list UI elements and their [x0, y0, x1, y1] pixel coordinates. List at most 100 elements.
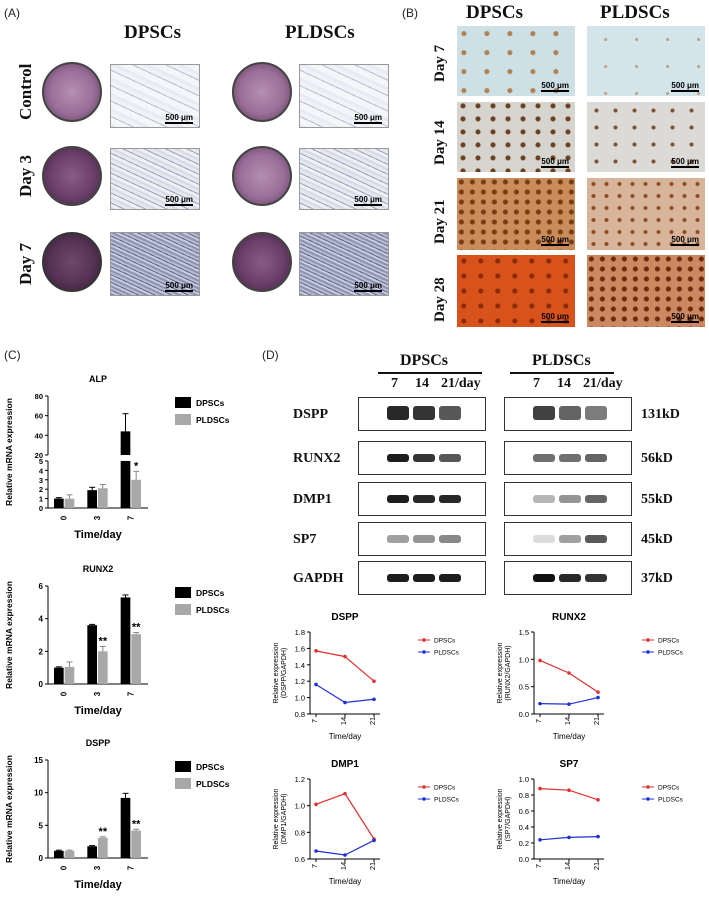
legend-swatch [175, 761, 191, 772]
culture-dish-dpscs-day3 [42, 146, 102, 206]
bar [54, 498, 64, 508]
blot-protein-gapdh: GAPDH [293, 571, 344, 586]
legend-swatch [175, 587, 191, 598]
runx2-bar-chart: RUNX2 Relative mRNA expression Time/day 0 2 4… [4, 564, 230, 717]
blot-band [387, 495, 409, 503]
alizarin-pldscs-day28: 500 μm [587, 255, 705, 327]
blot-size-runx2: 56kD [641, 451, 673, 466]
alizarin-dpscs-day28: 500 μm [457, 255, 575, 327]
legend-marker [646, 638, 650, 642]
legend-swatch [175, 778, 191, 789]
scalebar: 500 μm [354, 195, 382, 206]
lane-label-7: 7 [391, 376, 398, 391]
legend-swatch [175, 414, 191, 425]
blot-band [533, 495, 555, 503]
y-tick-label: 0.8 [295, 828, 305, 837]
blot-group-dpscs: DPSCs [400, 352, 449, 369]
panel-a-row-control: Control [16, 63, 35, 120]
blot-band [559, 454, 581, 462]
blot-band [387, 454, 409, 462]
y-tick-label: 1 [39, 495, 43, 504]
bar [120, 460, 131, 508]
legend-label: DPSCs [658, 638, 680, 645]
blot-protein-dspp: DSPP [293, 407, 328, 422]
legend-marker [646, 650, 650, 654]
blot-strip-runx2-pldscs [504, 441, 632, 475]
data-point [372, 679, 376, 683]
bar [98, 488, 108, 508]
data-point [567, 788, 571, 792]
y-tick-label: 2 [39, 647, 44, 656]
micrograph-pldscs-control: 500 μm [299, 64, 389, 128]
y-tick-label: 1.0 [519, 775, 529, 784]
blot-strip-sp7-pldscs [504, 522, 632, 556]
blot-band [585, 535, 607, 543]
panel-b-row-day28: Day 28 [432, 277, 448, 322]
x-tick-label: 3 [93, 865, 102, 870]
significance-mark: ** [132, 818, 141, 830]
blot-band [413, 535, 435, 543]
bar [64, 850, 75, 858]
blot-band [559, 535, 581, 543]
x-tick-label: 21 [368, 862, 377, 870]
y-tick-label: 3 [39, 476, 43, 485]
chart-title: RUNX2 [83, 564, 114, 574]
bar [64, 666, 75, 684]
sp7-line-chart: SP7 Relative expression(SP7/GAPDH) Time/da… [497, 759, 684, 886]
culture-dish-pldscs-day7 [232, 232, 292, 292]
panel-b-col-dpscs: DPSCs [466, 2, 524, 23]
lane-label-21-day: 21/day [441, 376, 481, 391]
x-axis-label: Time/day [74, 879, 122, 891]
blot-band [533, 454, 555, 462]
x-axis-label: Time/day [329, 732, 362, 741]
y-tick-label: 80 [35, 392, 43, 401]
blot-size-dspp: 131kD [641, 407, 680, 422]
alizarin-pldscs-day7: 500 μm [587, 26, 705, 96]
x-tick-label: 14 [563, 717, 572, 725]
data-point [596, 695, 600, 700]
data-point [372, 697, 376, 702]
data-point [567, 671, 571, 675]
data-point [314, 682, 318, 687]
y-tick-label: 4 [39, 615, 44, 624]
x-tick-label: 7 [310, 719, 319, 723]
data-point [538, 786, 542, 791]
bar [131, 830, 141, 858]
lane-label-7: 7 [533, 376, 540, 391]
blot-size-dmp1: 55kD [641, 492, 673, 507]
scalebar: 500 μm [671, 312, 699, 323]
data-point [596, 690, 600, 694]
blot-strip-dspp-dpscs [358, 397, 486, 431]
scalebar: 500 μm [541, 81, 569, 92]
y-tick-label: 1.0 [295, 694, 305, 703]
y-tick-label: 1.2 [295, 677, 305, 686]
alizarin-dpscs-day7: 500 μm [457, 26, 575, 96]
x-tick-label: 3 [93, 691, 102, 696]
legend-swatch [175, 604, 191, 615]
x-tick-label: 0 [60, 865, 69, 870]
blot-band [559, 495, 581, 503]
x-tick-label: 3 [93, 515, 102, 520]
legend-label: PLDSCs [196, 605, 230, 615]
blot-band [387, 406, 409, 420]
y-tick-label: 0.0 [519, 855, 529, 864]
legend-label: DPSCs [196, 398, 225, 408]
y-tick-label: 60 [35, 412, 43, 421]
data-point [343, 853, 347, 857]
blot-size-sp7: 45kD [641, 532, 673, 547]
lane-label-21-day: 21/day [583, 376, 623, 391]
y-tick-label: 1.0 [295, 802, 305, 811]
panel-b-col-pldscs: PLDSCs [600, 2, 670, 23]
legend-marker [422, 785, 426, 789]
scalebar: 500 μm [165, 113, 193, 124]
scalebar: 500 μm [671, 157, 699, 168]
y-axis-label: Relative expression(DSPP/GAPDH) [273, 642, 288, 703]
bar [120, 597, 131, 684]
dspp-bar-chart: DSPP Relative mRNA expression Time/day 0 5 10… [4, 738, 230, 891]
scalebar: 500 μm [541, 312, 569, 323]
series-line [315, 792, 375, 840]
scalebar: 500 μm [541, 235, 569, 246]
dmp1-line-chart: DMP1 Relative expression(DMP1/GAPDH) Time/… [273, 759, 460, 886]
x-tick-label: 21 [592, 717, 601, 725]
bar [131, 479, 141, 508]
